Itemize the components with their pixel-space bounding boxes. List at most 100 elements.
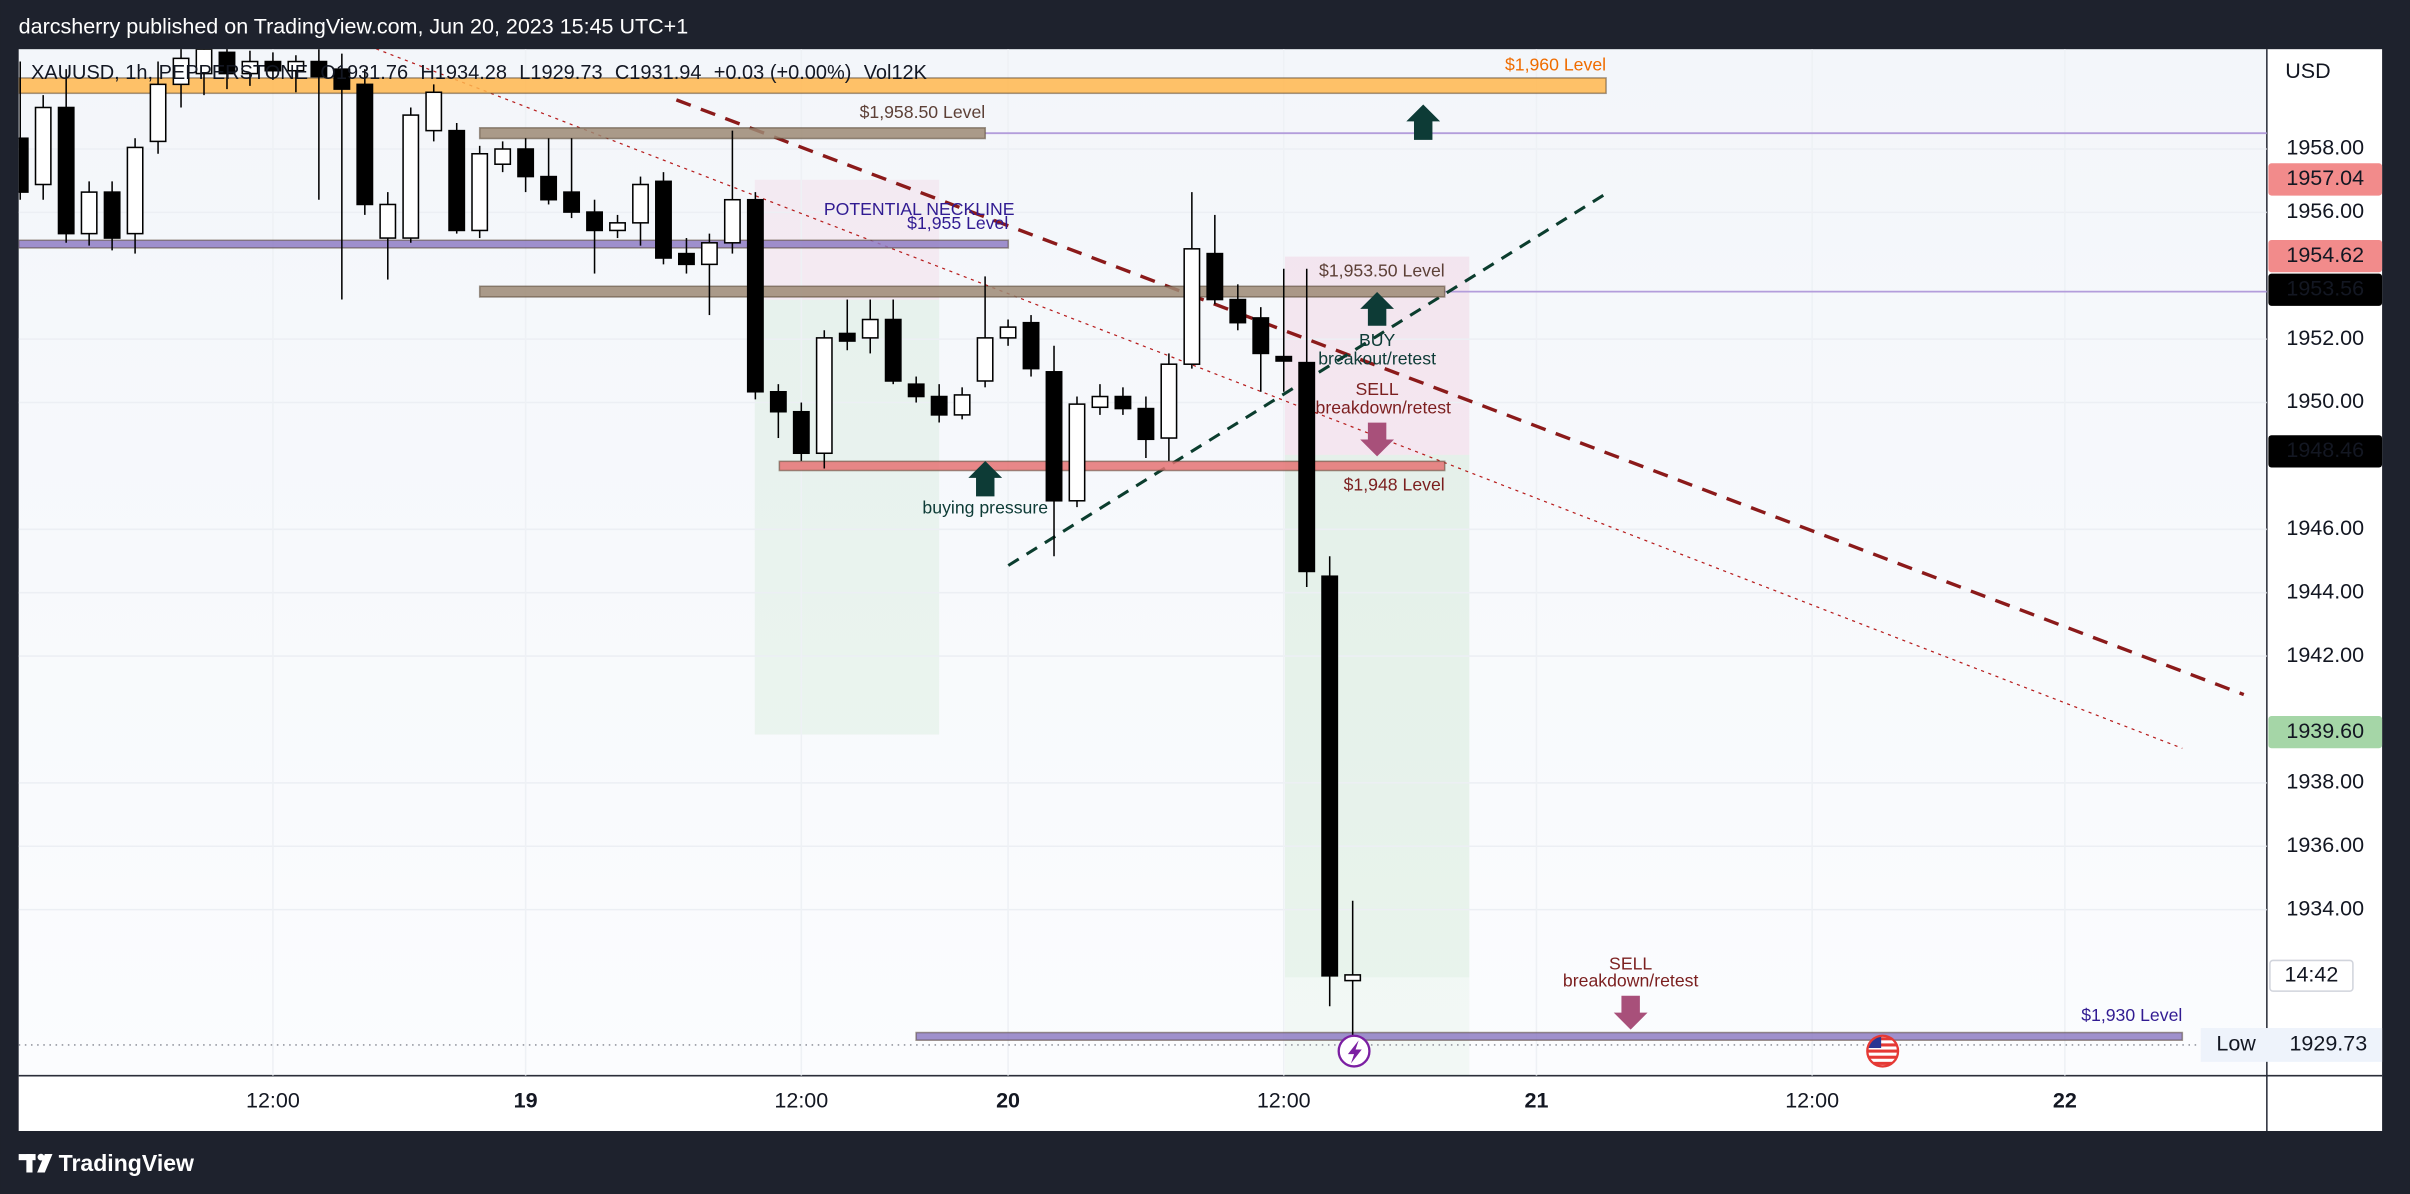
candle-body	[1068, 403, 1086, 502]
x-tick-label: 12:00	[774, 1088, 828, 1112]
price-label: 1939.60	[2286, 719, 2364, 743]
flag-stripe	[1867, 1043, 1899, 1047]
candle-body	[1344, 974, 1362, 982]
flag-stripe	[1867, 1037, 1899, 1041]
candle-body	[494, 148, 512, 165]
candle-body	[930, 395, 948, 416]
trend-line	[375, 49, 2183, 749]
legend-item: Vol12K	[864, 62, 928, 84]
y-tick-label: 1934.00	[2286, 896, 2364, 920]
candle-body	[287, 60, 305, 72]
flag-ring	[1866, 1034, 1900, 1068]
x-tick-label: 12:00	[246, 1088, 300, 1112]
reward-zone	[754, 299, 940, 735]
level-zone	[778, 460, 1446, 472]
candle-body	[425, 91, 443, 132]
candle-body	[1160, 363, 1178, 439]
candle-body	[563, 191, 581, 213]
y-tick-label: 1956.00	[2286, 199, 2364, 223]
price-label-box	[2268, 715, 2383, 749]
candle-body	[838, 332, 856, 342]
publisher-line: darcsherry published on TradingView.com,…	[19, 14, 689, 38]
annotation: SELL	[1356, 379, 1399, 399]
legend-item: +0.03 (+0.00%)	[714, 62, 852, 84]
down-arrow	[1360, 422, 1395, 457]
legend-item: O1931.76	[320, 62, 408, 84]
candle-body	[195, 49, 213, 75]
y-tick-label: 1958.00	[2286, 136, 2364, 160]
trend-line	[675, 98, 2245, 697]
y-tick-label: 1950.00	[2286, 389, 2364, 413]
price-label: 1954.62	[2286, 243, 2364, 267]
candle-body	[1091, 395, 1109, 409]
flag-stripe	[1867, 1055, 1899, 1059]
candle-body	[264, 60, 282, 72]
candle-body	[700, 242, 718, 266]
candle-body	[1206, 252, 1224, 301]
candle-body	[310, 60, 328, 78]
candle-body	[241, 60, 259, 75]
legend-item: XAUUSD, 1h, PEPPERSTONE	[31, 62, 308, 84]
candle-body	[907, 383, 925, 398]
candle-body	[677, 252, 695, 266]
x-tick-label: 19	[514, 1088, 538, 1112]
y-tick-label: 1952.00	[2286, 326, 2364, 350]
low-label-name: Low	[2216, 1032, 2256, 1056]
candle-body	[1321, 575, 1339, 977]
candle-body	[402, 114, 420, 239]
y-tick-label: 1936.00	[2286, 833, 2364, 857]
candle-body	[815, 337, 833, 455]
price-label: 1948.46	[2286, 438, 2364, 462]
logo-dot	[37, 1153, 45, 1161]
price-scale	[2266, 49, 2383, 1076]
level-label: $1,960 Level	[1505, 54, 1606, 74]
candle-body	[655, 180, 672, 259]
symbol-legend: XAUUSD, 1h, PEPPERSTONE O1931.76 H1934.28 L…	[31, 62, 928, 84]
candle-body	[471, 152, 489, 232]
down-arrow	[1613, 995, 1648, 1030]
flag-stripe	[1867, 1061, 1899, 1065]
annotation: breakout/retest	[1318, 348, 1436, 368]
candle-body	[953, 394, 971, 416]
candle-body	[34, 106, 52, 186]
level-zone	[478, 285, 1446, 298]
candle-body	[149, 83, 167, 143]
legend-item: L1929.73	[519, 62, 602, 84]
level-zone	[18, 77, 1607, 95]
annotation: POTENTIAL NECKLINE	[824, 199, 1015, 219]
candle-body	[1229, 298, 1247, 324]
plot-area	[18, 49, 2267, 1076]
time-axis	[18, 1075, 2383, 1131]
event-icon-glyph	[1347, 1040, 1362, 1064]
candle-body	[1252, 317, 1270, 355]
legend-item: C1931.94	[615, 62, 702, 84]
overlay: $1,960 Level $1,958.50 Level $1,955 Level $…	[18, 54, 2201, 1068]
candle-body	[1114, 395, 1132, 410]
x-tick-label: 22	[2053, 1088, 2077, 1112]
price-label: 1957.04	[2286, 166, 2364, 190]
x-tick-label: 20	[996, 1088, 1020, 1112]
reward-zone	[1284, 977, 1470, 1076]
currency: USD	[2285, 59, 2330, 83]
annotation: BUY	[1359, 330, 1396, 350]
level-label: $1,948 Level	[1344, 475, 1445, 495]
y-tick-label: 1944.00	[2286, 579, 2364, 603]
candle-body	[861, 318, 879, 339]
candle-body	[1275, 355, 1293, 362]
countdown-box	[2269, 959, 2354, 992]
flag-stripe	[1867, 1049, 1899, 1053]
candle-body	[1298, 361, 1316, 573]
price-label: 1953.56	[2286, 276, 2364, 300]
candle-body	[172, 57, 190, 86]
candle-body	[18, 137, 29, 193]
candle-body	[999, 326, 1017, 339]
annotation: SELL	[1609, 954, 1652, 974]
candle-body	[884, 318, 902, 382]
candle-body	[103, 191, 121, 239]
price-label-box	[2268, 435, 2383, 468]
level-zone	[915, 1031, 2184, 1041]
x-tick-label: 12:00	[1785, 1088, 1839, 1112]
candle-body	[80, 191, 98, 235]
logo-slash	[37, 1154, 53, 1173]
